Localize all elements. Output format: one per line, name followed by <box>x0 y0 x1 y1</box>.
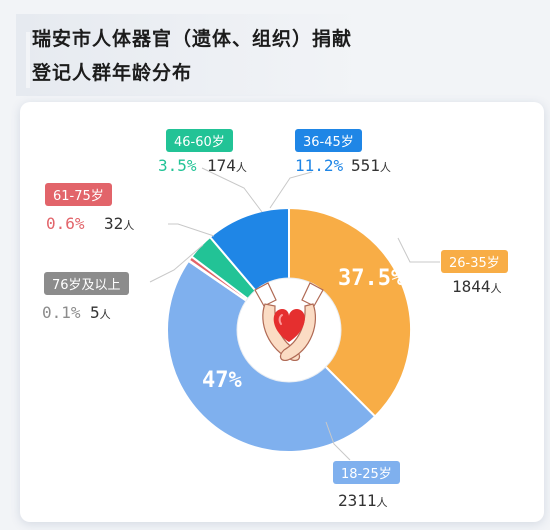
legend-tag-18-25: 18-25岁 <box>333 461 400 484</box>
percent-36-45: 11.2% <box>295 156 344 175</box>
legend-tag-61-75: 61-75岁 <box>45 183 112 206</box>
connector-76-plus <box>149 244 204 283</box>
hands-holding-heart-icon <box>254 282 324 361</box>
label-connectors <box>149 167 440 461</box>
connector-46-60 <box>201 167 263 213</box>
legend-tag-76-plus: 76岁及以上 <box>44 272 129 295</box>
count-26-35: 1844人 <box>452 277 502 296</box>
title-block: 瑞安市人体器官（遗体、组织）捐献 登记人群年龄分布 <box>16 14 516 96</box>
page-title-line-2: 登记人群年龄分布 <box>32 62 193 84</box>
percent-61-75: 0.6% <box>46 214 85 233</box>
connector-26-35 <box>397 237 440 263</box>
connector-18-25 <box>325 421 351 461</box>
slice-label-18-25: 47% <box>202 368 242 393</box>
legend-tag-46-60: 46-60岁 <box>166 129 233 152</box>
count-61-75: 32人 <box>104 214 135 233</box>
title-accent <box>26 32 30 88</box>
count-76-plus: 5人 <box>90 303 111 322</box>
legend-tag-36-45: 36-45岁 <box>295 129 362 152</box>
percent-46-60: 3.5% <box>158 156 197 175</box>
legend-tag-26-35: 26-35岁 <box>441 250 508 273</box>
count-36-45: 551人 <box>351 156 391 175</box>
donut-hole-ring <box>236 277 342 383</box>
slice-label-26-35: 37.5% <box>338 266 405 291</box>
connector-36-45 <box>269 171 313 209</box>
connector-61-75 <box>168 223 215 237</box>
count-18-25: 2311人 <box>338 491 388 510</box>
percent-76-plus: 0.1% <box>42 303 81 322</box>
page-title-line-1: 瑞安市人体器官（遗体、组织）捐献 <box>32 28 353 50</box>
count-46-60: 174人 <box>207 156 247 175</box>
